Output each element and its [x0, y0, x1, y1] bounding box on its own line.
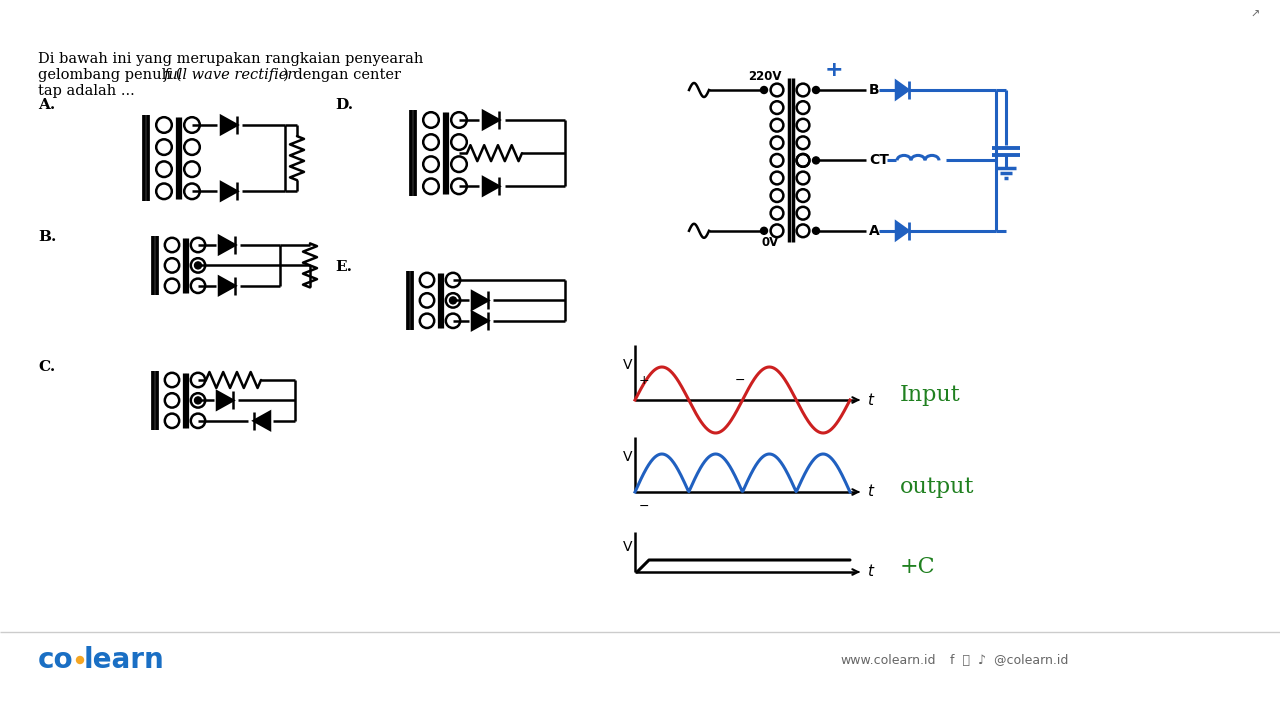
- Text: V: V: [623, 540, 632, 554]
- Text: −: −: [639, 500, 649, 513]
- Text: ) dengan center: ) dengan center: [283, 68, 401, 82]
- Text: A.: A.: [38, 98, 55, 112]
- Text: ↗: ↗: [1251, 10, 1260, 20]
- Text: V: V: [623, 358, 632, 372]
- Text: C.: C.: [38, 360, 55, 374]
- Polygon shape: [896, 81, 909, 99]
- Polygon shape: [219, 236, 236, 254]
- Text: f  ⓘ  ♪  @colearn.id: f ⓘ ♪ @colearn.id: [950, 654, 1069, 667]
- Text: t: t: [867, 564, 873, 580]
- Text: full wave rectifier: full wave rectifier: [164, 68, 296, 82]
- Text: www.colearn.id: www.colearn.id: [840, 654, 936, 667]
- Polygon shape: [218, 392, 233, 410]
- Polygon shape: [253, 412, 270, 430]
- Polygon shape: [221, 182, 237, 200]
- Text: CT: CT: [869, 153, 888, 168]
- Text: gelombang penuh (: gelombang penuh (: [38, 68, 182, 82]
- Circle shape: [195, 397, 201, 404]
- Circle shape: [760, 86, 768, 94]
- Polygon shape: [472, 292, 488, 310]
- Text: 220V: 220V: [749, 70, 782, 83]
- Text: B.: B.: [38, 230, 56, 244]
- Text: Input: Input: [900, 384, 961, 406]
- Circle shape: [77, 657, 83, 664]
- Circle shape: [449, 297, 457, 304]
- Polygon shape: [483, 111, 499, 129]
- Polygon shape: [472, 312, 488, 330]
- Circle shape: [760, 228, 768, 234]
- Polygon shape: [483, 177, 499, 195]
- Text: E.: E.: [335, 260, 352, 274]
- Text: +: +: [824, 60, 844, 80]
- Circle shape: [195, 262, 201, 269]
- Text: output: output: [900, 476, 974, 498]
- Text: −: −: [735, 374, 745, 387]
- Text: A: A: [869, 224, 879, 238]
- Polygon shape: [896, 222, 909, 240]
- Text: tap adalah ...: tap adalah ...: [38, 84, 134, 98]
- Polygon shape: [219, 276, 236, 294]
- Text: V: V: [623, 450, 632, 464]
- Text: B: B: [869, 83, 879, 97]
- Text: 0V: 0V: [762, 236, 778, 249]
- Text: D.: D.: [335, 98, 353, 112]
- Polygon shape: [221, 116, 237, 134]
- Text: co: co: [38, 646, 74, 674]
- Circle shape: [813, 157, 819, 164]
- Circle shape: [813, 86, 819, 94]
- Text: t: t: [867, 392, 873, 408]
- Circle shape: [813, 228, 819, 234]
- Text: t: t: [867, 485, 873, 500]
- Text: Di bawah ini yang merupakan rangkaian penyearah: Di bawah ini yang merupakan rangkaian pe…: [38, 52, 424, 66]
- Text: learn: learn: [84, 646, 165, 674]
- Text: +: +: [639, 374, 650, 387]
- Text: +C: +C: [900, 556, 936, 578]
